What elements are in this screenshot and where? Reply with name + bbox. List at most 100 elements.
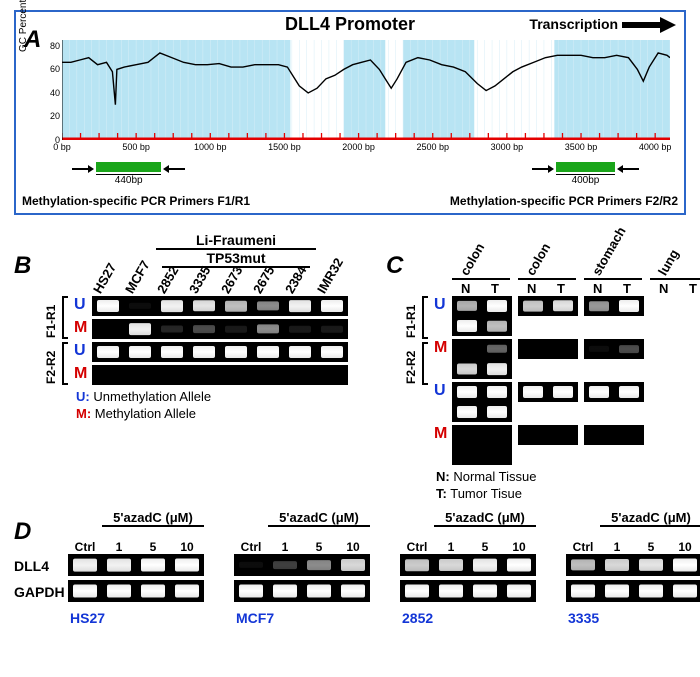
allele-label: M [434, 425, 447, 443]
ytick: 40 [46, 88, 60, 98]
amplicon-size: 400bp [556, 174, 615, 186]
d-sub-labels: Ctrl1510 [234, 540, 384, 554]
cell-line-name: 2852 [402, 610, 433, 626]
legend-n-key: N: [436, 469, 450, 484]
gel-band [487, 363, 507, 375]
gel-band [673, 559, 697, 572]
gel-strip [452, 425, 512, 445]
gel-band [97, 346, 119, 358]
d-lane-label: 5 [468, 540, 502, 554]
allele-label: U [74, 342, 86, 360]
gel-band [307, 585, 331, 598]
gel-strip [566, 580, 700, 602]
pair-label: T [623, 281, 631, 296]
gel-strip [518, 425, 578, 445]
sample-label: 2675 [250, 263, 277, 296]
gel-row: U [92, 342, 374, 362]
d-lane-label: 5 [136, 540, 170, 554]
d-lane-label: 10 [336, 540, 370, 554]
gel-strip [92, 342, 348, 362]
legend-t-text: Tumor Tisue [450, 486, 522, 501]
legend-n-text: Normal Tissue [453, 469, 536, 484]
panel-c-legend: N: Normal Tissue T: Tumor Tisue [436, 469, 696, 501]
d-lane-label: Ctrl [400, 540, 434, 554]
gel-band [605, 585, 629, 598]
xtick: 4000 bp [639, 142, 672, 152]
gel-strip [452, 382, 512, 402]
panel-b-headers: Li-FraumeniTP53mutHS27MCF728523335267326… [92, 232, 374, 296]
d-lane-label: 1 [102, 540, 136, 554]
gel-band [405, 559, 429, 571]
gel-band [225, 326, 247, 333]
gel-row: U [452, 296, 696, 336]
pair-label: N [527, 281, 536, 296]
amplicon-size: 440bp [96, 174, 161, 186]
y-axis-label: GC Percentage [18, 0, 29, 52]
arrow-left-icon [163, 164, 185, 174]
gel-strip [452, 402, 512, 422]
d-sub-labels: Ctrl1510 [68, 540, 218, 554]
d-row-label: GAPDH [14, 584, 65, 600]
gel-band [553, 300, 573, 311]
pair-underline [584, 278, 642, 280]
gel-band [457, 320, 477, 332]
gel-strip [92, 296, 348, 316]
gel-band [439, 559, 463, 571]
gel-band [175, 585, 199, 598]
legend-m: M: Methylation Allele [76, 406, 374, 421]
xtick: 500 bp [122, 142, 150, 152]
gel-band [553, 386, 573, 398]
allele-label: M [74, 319, 87, 337]
gel-strip [452, 316, 512, 336]
d-sub-labels: Ctrl1510 [566, 540, 700, 554]
gel-band [239, 585, 263, 598]
panel-c-label: C [386, 252, 403, 280]
d-lane-label: Ctrl [234, 540, 268, 554]
xtick: 1000 bp [194, 142, 227, 152]
gel-band [457, 301, 477, 311]
gel-band [225, 346, 247, 358]
xtick: 3500 bp [565, 142, 598, 152]
d-lane-label: Ctrl [68, 540, 102, 554]
panel-c-headers: colonNTcolonNTstomachNTlungNT [452, 232, 696, 296]
gel-band [341, 585, 365, 598]
d-lane-label: 1 [600, 540, 634, 554]
gel-band [193, 325, 215, 333]
gel-band [257, 301, 279, 310]
panel-b-label: B [14, 252, 31, 280]
gel-band [257, 346, 279, 358]
amplicon-primer-label: Methylation-specific PCR Primers F1/R1 [22, 194, 250, 208]
gel-band [571, 559, 595, 570]
d-lane-label: 1 [434, 540, 468, 554]
treatment-label: 5'azadC (μM) [102, 510, 204, 527]
pair-label: N [593, 281, 602, 296]
allele-label: U [434, 382, 446, 400]
pair-label: T [491, 281, 499, 296]
gel-band [239, 562, 263, 568]
panel-c: C colonNTcolonNTstomachNTlungNT UF1-R1MU… [386, 232, 696, 501]
gel-band [439, 585, 463, 598]
gel-band [289, 326, 311, 333]
gel-band [619, 345, 639, 353]
legend-u-key: U: [76, 389, 90, 404]
gel-strip [68, 554, 204, 576]
sample-label: MCF7 [122, 258, 153, 296]
tissue-label: lung [655, 247, 682, 278]
gel-strip [400, 580, 536, 602]
gel-strip [452, 359, 512, 379]
gel-strip [518, 382, 578, 402]
gel-band [589, 386, 609, 398]
d-sub-labels: Ctrl1510 [400, 540, 550, 554]
transcription-label: Transcription [529, 16, 676, 33]
amplicon: 440bp [96, 162, 161, 172]
gel-band [457, 386, 477, 398]
d-block: 5'azadC (μM)Ctrl1510MCF7 [234, 510, 384, 606]
gel-band [129, 303, 151, 309]
d-lane-label: 5 [634, 540, 668, 554]
tissue-label: stomach [589, 224, 629, 278]
gel-band [175, 559, 199, 572]
cell-line-name: 3335 [568, 610, 599, 626]
legend-u: U: Unmethylation Allele [76, 389, 374, 404]
gel-band [321, 326, 343, 333]
primer-set-label: F1-R1 [404, 305, 418, 338]
